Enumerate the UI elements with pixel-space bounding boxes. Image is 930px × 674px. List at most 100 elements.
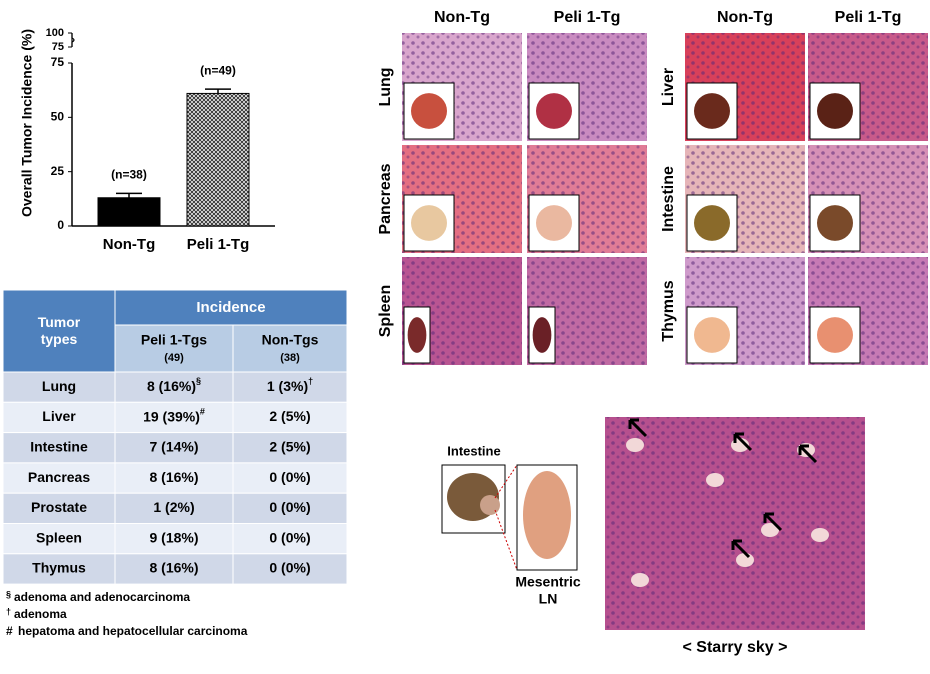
x-tick-label: Peli 1-Tg (187, 236, 250, 253)
macrophage (631, 573, 649, 587)
arrow (798, 444, 818, 464)
organ (532, 317, 552, 353)
row-label: Intestine (30, 438, 88, 454)
organ (480, 495, 500, 515)
macrophage (706, 473, 724, 487)
y-axis-label: Overall Tumor Incidence (%) (19, 29, 35, 217)
table-value: 0 (0%) (269, 529, 310, 545)
column-label: Non-Tg (434, 9, 490, 26)
table-value: 2 (5%) (269, 438, 310, 454)
macrophage (761, 523, 779, 537)
y-tick-label: 75 (51, 55, 65, 69)
footnote-text: hepatoma and hepatocellular carcinoma (18, 624, 248, 638)
organ (523, 471, 571, 559)
superscript: § (196, 377, 201, 387)
table-cell (232, 371, 348, 403)
arrow (733, 432, 753, 452)
row-label: Thymus (32, 560, 86, 576)
table-cell (2, 462, 116, 494)
column-header: Peli 1-Tgs (141, 332, 207, 348)
table-cell (232, 432, 348, 464)
organ (817, 317, 853, 353)
y-tick-label: 100 (46, 27, 64, 39)
node-label: LN (539, 591, 558, 607)
organ (407, 317, 427, 353)
table-cell (114, 462, 234, 494)
bar (97, 197, 161, 227)
macrophage (811, 528, 829, 542)
table-cell (114, 371, 234, 403)
arrow (763, 512, 783, 532)
micrograph-texture (605, 417, 865, 630)
table-cell (114, 523, 234, 555)
footnote-symbol: † (6, 606, 11, 616)
row-label: Thymus (660, 280, 677, 341)
arrow (628, 418, 648, 438)
cell-text: 1 (3%) (267, 378, 308, 394)
error-bar (116, 192, 142, 198)
inset-label: Intestine (447, 443, 500, 458)
column-header: Non-Tgs (262, 332, 319, 348)
organ (694, 317, 730, 353)
row-label: Lung (377, 67, 394, 106)
table-value: 19 (39%)# (143, 407, 205, 424)
x-tick-label: Non-Tg (103, 236, 155, 253)
table-value: 0 (0%) (269, 499, 310, 515)
organ (536, 205, 572, 241)
header-cell (2, 289, 116, 373)
organ (536, 93, 572, 129)
table-cell (232, 492, 348, 525)
table-cell (232, 401, 348, 434)
column-label: Non-Tg (717, 9, 773, 26)
column-label: Peli 1-Tg (835, 9, 902, 26)
table-value: 2 (5%) (269, 408, 310, 424)
table-value: 1 (2%) (153, 499, 194, 515)
header-cell (114, 289, 348, 326)
cell-text: 19 (39%) (143, 408, 200, 424)
row-label: Lung (42, 378, 76, 394)
column-n: (38) (280, 352, 300, 364)
header-cell (232, 324, 348, 373)
column-n: (49) (164, 352, 184, 364)
row-label: Prostate (31, 499, 87, 515)
row-label: Spleen (377, 285, 394, 337)
y-tick-label: 25 (51, 164, 65, 178)
table-cell (114, 492, 234, 525)
organ (411, 93, 447, 129)
table-cell (114, 432, 234, 464)
table-cell (2, 432, 116, 464)
footnote-symbol: # (6, 624, 13, 638)
table-value: 8 (16%)§ (147, 377, 201, 394)
table-cell (232, 553, 348, 585)
cell-text: 8 (16%) (147, 378, 196, 394)
table-value: 7 (14%) (149, 438, 198, 454)
table-cell (232, 462, 348, 494)
superscript: † (308, 377, 313, 387)
table-cell (2, 371, 116, 403)
table-cell (2, 492, 116, 525)
table-value: 1 (3%)† (267, 377, 313, 394)
row-label: Pancreas (377, 163, 394, 234)
error-bar (205, 88, 231, 94)
header-text: Tumor (38, 314, 81, 330)
organ (694, 205, 730, 241)
y-tick-label: 75 (52, 41, 64, 53)
table-cell (114, 553, 234, 585)
footnote-text: adenoma (14, 607, 67, 621)
superscript: # (200, 407, 205, 417)
bar (186, 92, 250, 227)
header-text: Tumor types (38, 314, 81, 347)
header-text: types (41, 331, 78, 347)
organ (694, 93, 730, 129)
caption: < Starry sky > (683, 639, 788, 656)
header-text: Incidence (196, 299, 265, 316)
row-label: Liver (660, 68, 677, 106)
table-value: 0 (0%) (269, 560, 310, 576)
table-value: 8 (16%) (149, 560, 198, 576)
annotation: (n=49) (200, 63, 236, 77)
footnote-symbol: § (6, 589, 11, 599)
table-cell (232, 523, 348, 555)
row-label: Pancreas (28, 469, 90, 485)
